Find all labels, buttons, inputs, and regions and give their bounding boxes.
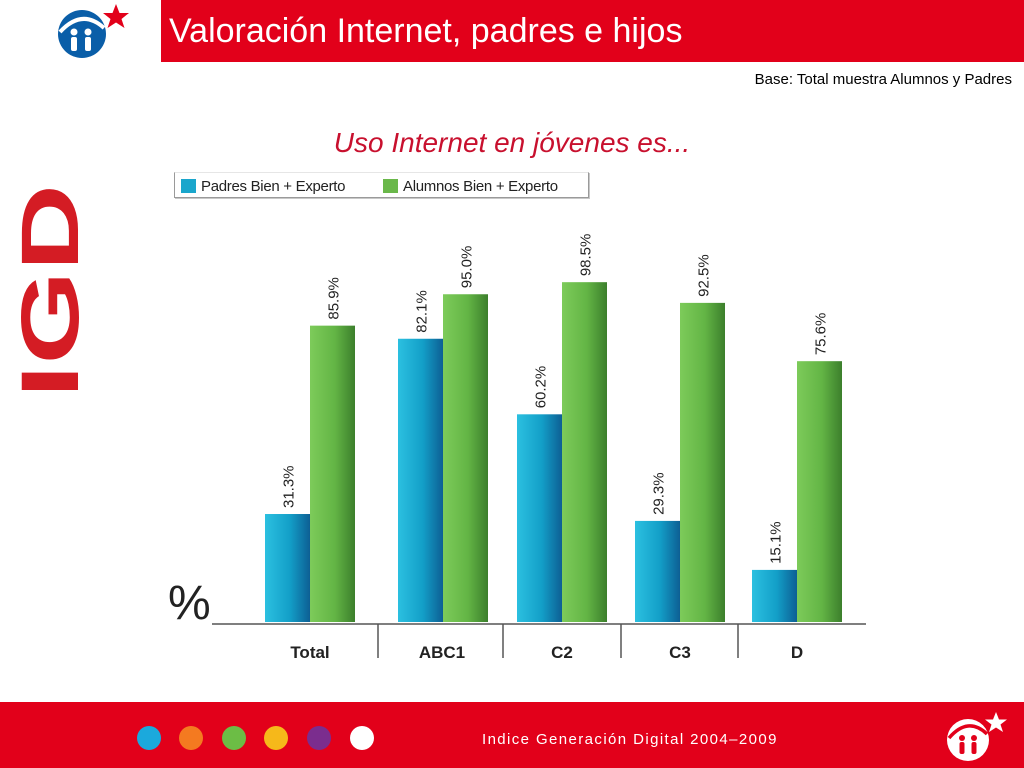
bar-padres-d [752, 569, 797, 622]
data-label-alumnos-c2: 98.5% [578, 234, 595, 277]
footer-text: Indice Generación Digital 2004–2009 [482, 731, 778, 748]
bar-padres-total [265, 514, 310, 622]
footer-bar: Indice Generación Digital 2004–2009 [0, 702, 1024, 768]
chart-legend: Padres Bien + Experto Alumnos Bien + Exp… [174, 172, 589, 198]
bar-alumnos-c3 [680, 302, 725, 622]
data-label-alumnos-d: 75.6% [813, 313, 830, 356]
igd-logo-text: IGD [14, 184, 84, 398]
data-label-alumnos-c3: 92.5% [696, 254, 713, 297]
footer-dot-2 [179, 726, 203, 750]
legend-label-padres: Padres Bien + Experto [201, 177, 346, 195]
footer-dot-4 [264, 726, 288, 750]
bar-padres-abc1 [398, 338, 443, 622]
data-label-padres-d: 15.1% [768, 521, 785, 564]
category-label-total: Total [290, 643, 329, 662]
bar-padres-c2 [517, 414, 562, 622]
legend-item-alumnos: Alumnos Bien + Experto [383, 177, 558, 195]
category-label-c2: C2 [551, 643, 573, 662]
bar-chart: 31.3% 85.9% Total 82.1% 95.0% ABC1 60.2% 98.5% C… [212, 234, 866, 662]
igd-logo-icon [58, 4, 129, 58]
chart-title: Uso Internet en jóvenes es... [333, 127, 691, 158]
bar-alumnos-d [797, 361, 842, 622]
page-title: Valoración Internet, padres e hijos [169, 12, 683, 50]
igd-footer-logo-icon [947, 712, 1007, 761]
data-label-padres-total: 31.3% [281, 465, 298, 508]
legend-swatch-padres [181, 179, 196, 193]
category-label-d: D [791, 643, 803, 662]
footer-dot-5 [307, 726, 331, 750]
bar-alumnos-c2 [562, 282, 607, 622]
title-bar: Valoración Internet, padres e hijos [161, 0, 1024, 62]
y-axis-label: % [168, 577, 211, 630]
footer-dot-6 [350, 726, 374, 750]
legend-item-padres: Padres Bien + Experto [181, 177, 346, 195]
category-label-c3: C3 [669, 643, 691, 662]
data-label-padres-c2: 60.2% [533, 366, 550, 409]
bar-alumnos-abc1 [443, 294, 488, 622]
bar-alumnos-total [310, 325, 355, 622]
data-label-alumnos-total: 85.9% [326, 277, 343, 320]
legend-label-alumnos: Alumnos Bien + Experto [403, 177, 558, 195]
data-label-padres-c3: 29.3% [651, 472, 668, 515]
legend-swatch-alumnos [383, 179, 398, 193]
footer-dot-1 [137, 726, 161, 750]
category-label-abc1: ABC1 [419, 643, 465, 662]
data-label-padres-abc1: 82.1% [414, 290, 431, 333]
footer-dot-3 [222, 726, 246, 750]
igd-vertical-logo: IGD [14, 184, 84, 398]
bar-padres-c3 [635, 520, 680, 622]
data-label-alumnos-abc1: 95.0% [459, 246, 476, 289]
base-note: Base: Total muestra Alumnos y Padres [754, 71, 1012, 88]
